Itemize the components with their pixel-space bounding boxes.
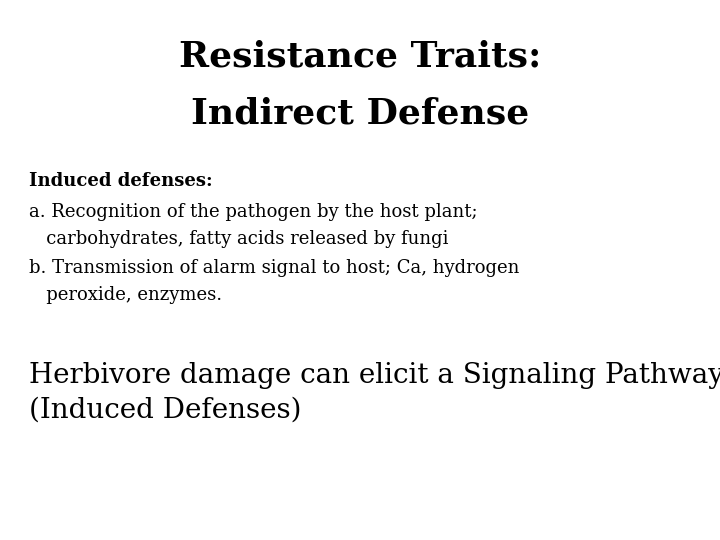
Text: b. Transmission of alarm signal to host; Ca, hydrogen: b. Transmission of alarm signal to host;… bbox=[29, 259, 519, 278]
Text: (Induced Defenses): (Induced Defenses) bbox=[29, 397, 301, 424]
Text: carbohydrates, fatty acids released by fungi: carbohydrates, fatty acids released by f… bbox=[29, 230, 449, 248]
Text: peroxide, enzymes.: peroxide, enzymes. bbox=[29, 286, 222, 305]
Text: Induced defenses:: Induced defenses: bbox=[29, 172, 212, 190]
Text: Resistance Traits:: Resistance Traits: bbox=[179, 40, 541, 73]
Text: a. Recognition of the pathogen by the host plant;: a. Recognition of the pathogen by the ho… bbox=[29, 202, 477, 221]
Text: Herbivore damage can elicit a Signaling Pathway: Herbivore damage can elicit a Signaling … bbox=[29, 362, 720, 389]
Text: Indirect Defense: Indirect Defense bbox=[191, 97, 529, 130]
